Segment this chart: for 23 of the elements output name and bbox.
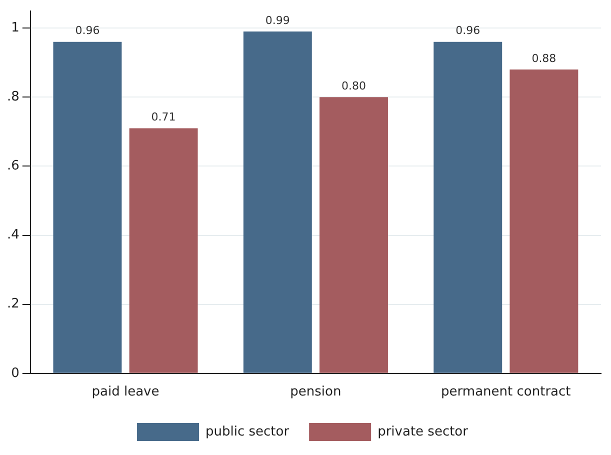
data-label: 0.99	[265, 14, 290, 27]
legend-label: public sector	[206, 424, 290, 440]
bar	[129, 128, 198, 373]
data-label: 0.71	[151, 110, 176, 124]
x-tick-label: permanent contract	[441, 384, 571, 400]
bar	[320, 97, 388, 373]
bar	[243, 32, 312, 373]
y-tick-label: .6	[6, 158, 20, 174]
data-label: 0.96	[456, 24, 480, 38]
y-tick-label: .8	[6, 90, 20, 105]
data-label: 0.88	[532, 52, 556, 65]
y-tick-label: 1	[11, 20, 20, 36]
data-label: 0.80	[341, 79, 366, 92]
x-tick-label: paid leave	[92, 384, 160, 400]
bar	[510, 70, 578, 373]
y-tick-label: .4	[6, 228, 20, 243]
x-tick-label: pension	[290, 384, 342, 400]
data-label: 0.96	[75, 24, 100, 38]
legend-label: private sector	[378, 424, 469, 440]
y-tick-label: 0	[11, 366, 20, 381]
bar	[53, 42, 122, 373]
y-tick-label: .2	[6, 296, 20, 312]
bar	[434, 42, 502, 373]
